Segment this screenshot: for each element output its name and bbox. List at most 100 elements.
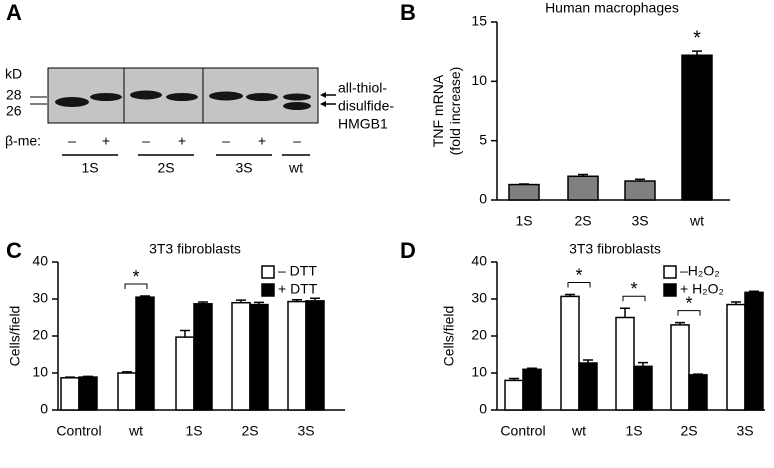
y-tick-label: 20 <box>32 327 48 343</box>
annotation: * <box>693 27 701 49</box>
bar <box>508 183 540 201</box>
x-tick-label: wt <box>571 423 586 439</box>
bands <box>55 90 311 110</box>
error-bar <box>519 183 529 185</box>
bar <box>624 180 656 201</box>
group-label: 2S <box>157 160 174 176</box>
x-tick-label: Control <box>500 423 545 439</box>
error-bar <box>638 361 648 367</box>
bar <box>744 291 764 411</box>
bar <box>231 301 251 411</box>
error-bar <box>692 50 702 56</box>
y-axis-label: (fold increase) <box>447 67 463 156</box>
legend-label: + H₂O₂ <box>680 281 724 297</box>
y-tick-label: 20 <box>471 327 487 343</box>
panel-label: C <box>6 238 22 263</box>
arrow-head <box>320 92 326 98</box>
bar <box>681 54 713 201</box>
error-bar <box>731 301 741 305</box>
error-bar <box>180 329 190 338</box>
error-bar <box>578 173 588 177</box>
significance-label: * <box>630 279 637 299</box>
bar <box>560 295 580 411</box>
error-bar <box>749 290 759 293</box>
band-label: all-thiol- <box>338 80 387 96</box>
error-bar <box>565 293 575 297</box>
y-tick-label: 30 <box>471 290 487 306</box>
significance-bracket <box>124 283 148 290</box>
error-bar <box>140 295 150 298</box>
x-tick-label: wt <box>689 213 704 229</box>
bar <box>78 376 98 411</box>
y-tick-label: 40 <box>32 253 48 269</box>
x-tick-label: wt <box>128 423 143 439</box>
significance-label: * <box>575 265 582 285</box>
legend-swatch <box>261 283 275 297</box>
blot-panel: A kD 28 26 all-thiol- disulfide- HMGB1 β… <box>5 0 394 149</box>
bar <box>117 372 137 411</box>
legend-swatch <box>663 265 677 279</box>
bar <box>726 303 746 411</box>
x-tick-label: Control <box>56 423 101 439</box>
band-label: disulfide- <box>338 98 394 114</box>
group-label: 3S <box>235 160 252 176</box>
treatment-label: – <box>222 133 230 149</box>
chart-title: 3T3 fibroblasts <box>149 241 241 257</box>
x-tick-label: 1S <box>185 423 202 439</box>
error-bar <box>122 371 132 373</box>
significance-label: * <box>685 293 692 313</box>
y-tick-label: 0 <box>40 401 48 417</box>
band-label: HMGB1 <box>338 116 388 132</box>
legend-swatch <box>261 265 275 279</box>
x-tick-label: 2S <box>241 423 258 439</box>
marker-label: 26 <box>6 103 22 119</box>
chart-title: Human macrophages <box>545 0 679 16</box>
treatment-label: – <box>293 133 301 149</box>
error-bar <box>198 301 208 304</box>
error-bar <box>693 373 703 375</box>
error-bar <box>635 178 645 182</box>
x-tick-label: 1S <box>625 423 642 439</box>
bar <box>688 374 708 411</box>
bar <box>567 175 599 201</box>
bar <box>135 296 155 411</box>
significance-label: * <box>132 267 139 287</box>
treatment-label: – <box>142 133 150 149</box>
error-bar <box>65 376 75 378</box>
treatment-label: + <box>258 133 266 149</box>
arrow-head <box>320 101 326 107</box>
unit-label: kD <box>5 66 22 82</box>
group-label: 1S <box>81 160 98 176</box>
y-tick-label: 0 <box>479 191 487 207</box>
y-tick-label: 15 <box>471 13 487 29</box>
legend-label: – DTT <box>278 263 317 279</box>
bar <box>193 303 213 411</box>
error-bar <box>583 359 593 364</box>
marker-label: 28 <box>6 87 22 103</box>
error-bar <box>620 307 630 318</box>
y-axis-label: TNF mRNA <box>430 74 446 147</box>
legend-swatch <box>663 283 677 297</box>
treatment-label: + <box>102 133 110 149</box>
x-tick-label: 3S <box>297 423 314 439</box>
panel-label: D <box>400 238 416 263</box>
y-axis-label: Cells/field <box>7 306 23 367</box>
y-axis-label: Cells/field <box>441 306 457 367</box>
significance-bracket <box>622 295 646 302</box>
y-tick-label: 40 <box>471 253 487 269</box>
error-bar <box>310 297 320 301</box>
error-bar <box>236 299 246 303</box>
bar <box>175 336 195 411</box>
treatment-label: – <box>68 133 76 149</box>
panel-label: A <box>6 0 22 25</box>
y-tick-label: 0 <box>479 401 487 417</box>
error-bar <box>527 367 537 370</box>
row-label: β-me: <box>5 133 41 149</box>
y-tick-label: 10 <box>471 72 487 88</box>
x-tick-label: 3S <box>736 423 753 439</box>
significance-bracket <box>567 282 591 288</box>
legend-label: + DTT <box>278 281 318 297</box>
error-bar <box>509 377 519 381</box>
bar <box>615 316 635 411</box>
chart-title: 3T3 fibroblasts <box>569 241 661 257</box>
